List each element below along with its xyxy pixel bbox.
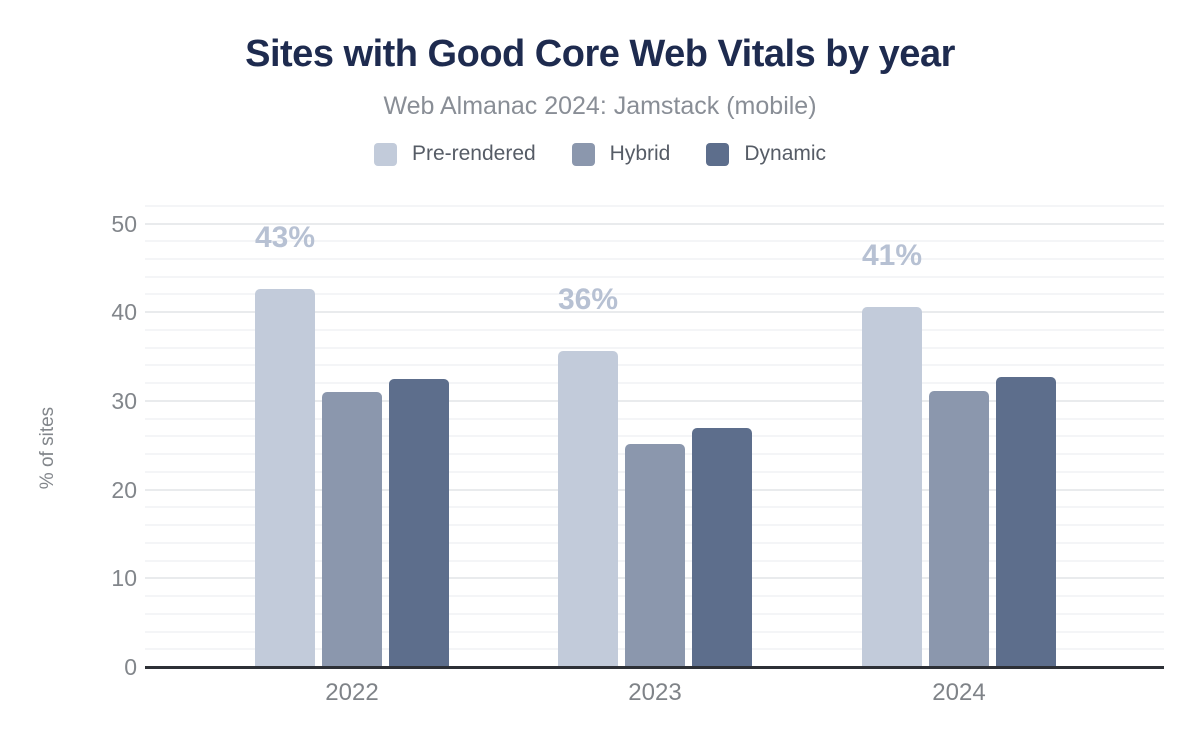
y-tick-label: 20	[111, 476, 137, 503]
major-gridline	[145, 222, 1164, 225]
bar-value-label-2022: 43%	[254, 221, 316, 255]
bar-dynamic-2023	[692, 427, 752, 667]
minor-gridline	[145, 257, 1164, 260]
minor-gridline	[145, 364, 1164, 367]
legend-swatch-pre-rendered-icon	[373, 142, 397, 166]
legend: Pre-rendered Hybrid Dynamic	[0, 142, 1200, 166]
legend-label-pre-rendered: Pre-rendered	[411, 142, 536, 165]
legend-item-hybrid: Hybrid	[571, 142, 671, 166]
x-tick-label-2022: 2022	[325, 679, 379, 706]
minor-gridline	[145, 240, 1164, 243]
y-tick-label: 10	[111, 565, 137, 592]
x-axis-line	[145, 666, 1164, 669]
legend-swatch-hybrid-icon	[571, 142, 595, 166]
bar-hybrid-2022	[322, 392, 382, 667]
bar-dynamic-2024	[996, 376, 1056, 667]
minor-gridline	[145, 417, 1164, 420]
x-tick-label-2023: 2023	[628, 679, 682, 706]
minor-gridline	[145, 435, 1164, 438]
x-tick-label-2024: 2024	[932, 679, 986, 706]
chart-title: Sites with Good Core Web Vitals by year	[245, 33, 955, 75]
minor-gridline	[145, 346, 1164, 349]
bar-dynamic-2022	[389, 378, 449, 667]
bar-hybrid-2023	[625, 444, 685, 667]
minor-gridline	[145, 293, 1164, 296]
bar-value-label-2023: 36%	[557, 283, 619, 317]
y-tick-label: 30	[111, 387, 137, 414]
y-tick-label: 0	[124, 654, 137, 680]
minor-gridline	[145, 328, 1164, 331]
bar-value-label-2024: 41%	[861, 238, 923, 272]
bar-pre-rendered-2023	[558, 351, 618, 667]
bar-pre-rendered-2022	[255, 289, 315, 667]
bar-hybrid-2024	[929, 391, 989, 667]
legend-swatch-dynamic-icon	[706, 142, 730, 166]
major-gridline	[145, 399, 1164, 402]
chart-subtitle: Web Almanac 2024: Jamstack (mobile)	[383, 92, 817, 120]
major-gridline	[145, 311, 1164, 314]
bar-pre-rendered-2024	[862, 306, 922, 667]
y-tick-label: 40	[111, 299, 137, 326]
legend-item-pre-rendered: Pre-rendered	[373, 142, 536, 166]
y-tick-label: 50	[111, 210, 137, 237]
minor-gridline	[145, 382, 1164, 385]
legend-item-dynamic: Dynamic	[706, 142, 826, 166]
minor-gridline	[145, 204, 1164, 207]
minor-gridline	[145, 275, 1164, 278]
legend-label-hybrid: Hybrid	[609, 142, 671, 165]
legend-label-dynamic: Dynamic	[744, 142, 827, 165]
